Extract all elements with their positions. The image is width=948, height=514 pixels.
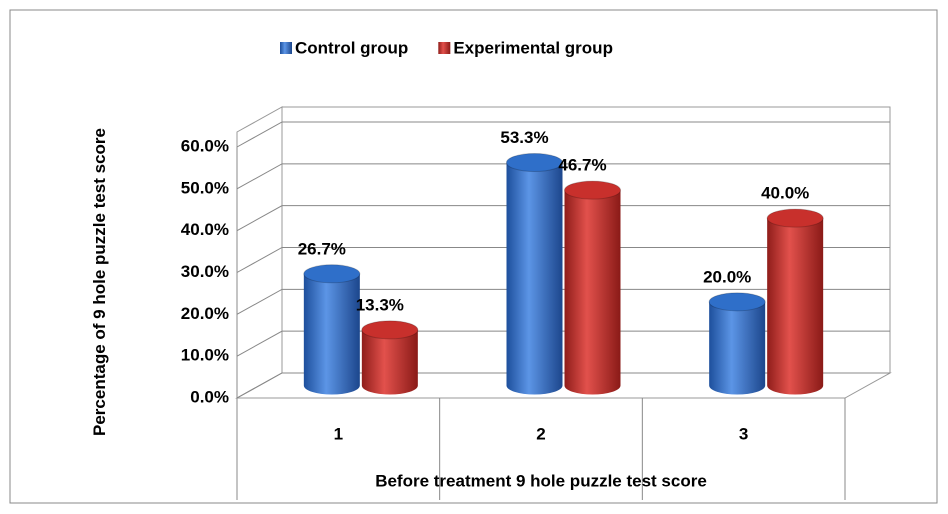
bar bbox=[766, 208, 824, 395]
x-tick-label: 2 bbox=[536, 424, 545, 443]
legend-swatch bbox=[280, 42, 292, 54]
grid-line bbox=[236, 330, 890, 357]
grid-line bbox=[236, 121, 890, 148]
y-tick-label: 30.0% bbox=[181, 262, 229, 281]
legend-swatch bbox=[438, 42, 451, 54]
chart-border bbox=[9, 9, 938, 504]
y-tick-label: 10.0% bbox=[181, 346, 229, 365]
grid-line bbox=[236, 163, 890, 190]
y-tick-label: 60.0% bbox=[181, 136, 229, 155]
data-label: 40.0% bbox=[761, 184, 809, 203]
y-tick-label: 50.0% bbox=[181, 178, 229, 197]
grid-line bbox=[236, 205, 890, 232]
y-axis-title: Percentage of 9 hole puzzle test score bbox=[90, 128, 109, 436]
bar bbox=[303, 264, 361, 395]
x-tick-label: 3 bbox=[739, 424, 748, 443]
data-label: 26.7% bbox=[298, 239, 346, 258]
legend-label: Control group bbox=[295, 38, 408, 57]
grid-line bbox=[236, 288, 890, 315]
bar bbox=[361, 320, 419, 395]
data-label: 13.3% bbox=[356, 295, 404, 314]
y-tick-label: 20.0% bbox=[181, 304, 229, 323]
legend-label: Experimental group bbox=[453, 38, 613, 57]
data-label: 46.7% bbox=[558, 156, 606, 175]
grid-line bbox=[236, 372, 890, 399]
bar bbox=[708, 292, 766, 395]
x-axis-title: Before treatment 9 hole puzzle test scor… bbox=[375, 471, 707, 490]
grid-line bbox=[236, 247, 890, 273]
y-tick-label: 0.0% bbox=[190, 387, 229, 406]
y-tick-label: 40.0% bbox=[181, 220, 229, 239]
bar bbox=[506, 153, 563, 395]
bar bbox=[564, 180, 621, 395]
data-label: 20.0% bbox=[703, 267, 751, 286]
data-label: 53.3% bbox=[500, 128, 548, 147]
x-tick-label: 1 bbox=[334, 424, 343, 443]
left-wall bbox=[236, 106, 283, 399]
